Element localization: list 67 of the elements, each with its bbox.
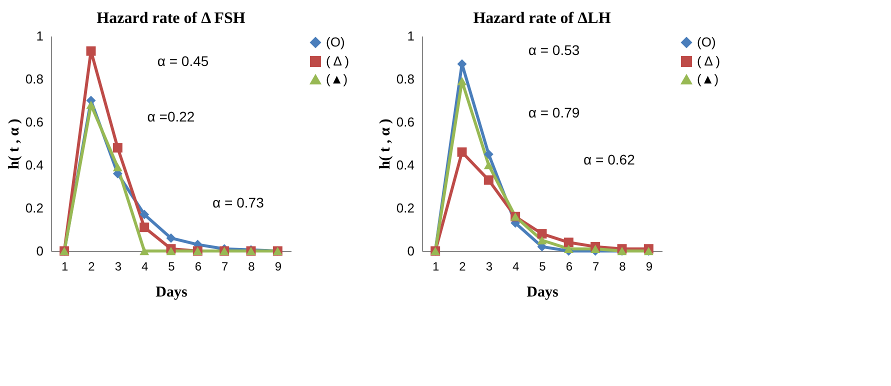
x-tick-label: 3 <box>486 260 493 274</box>
legend-label: ( Δ ) <box>697 54 720 68</box>
x-tick-label: 8 <box>248 260 256 274</box>
point <box>590 244 600 253</box>
point <box>537 236 547 244</box>
x-tick-label: 4 <box>512 260 520 274</box>
x-tick-label: 2 <box>459 260 466 274</box>
point <box>457 77 467 86</box>
x-tick-label: 9 <box>274 260 282 274</box>
x-tick-label: 4 <box>141 260 148 274</box>
point <box>86 100 96 109</box>
y-tick-label: 0.2 <box>25 200 44 216</box>
y-tick-label: 0.6 <box>25 114 44 130</box>
legend-label: (O) <box>697 34 716 50</box>
point <box>112 143 122 153</box>
y-tick-label: 0.8 <box>25 72 44 86</box>
annotation: α = 0.45 <box>157 52 209 69</box>
x-tick-label: 3 <box>114 260 122 274</box>
legend-label: ( Δ ) <box>326 54 350 68</box>
point <box>140 246 150 256</box>
x-tick-label: 7 <box>221 260 228 274</box>
y-tick-label: 1 <box>36 28 44 44</box>
point <box>112 163 122 172</box>
y-tick-label: 0.4 <box>396 158 414 172</box>
y-tick-label: 0.6 <box>396 114 414 130</box>
x-tick-label: 5 <box>539 260 546 274</box>
chart-title: Hazard rate of ΔLH <box>473 10 612 27</box>
legend-label: (O) <box>326 34 345 50</box>
y-axis-title: h( t , α ) <box>377 118 394 170</box>
annotation: α = 0.53 <box>528 42 580 58</box>
x-tick-label: 7 <box>592 260 600 274</box>
y-axis-title: h( t , α ) <box>6 118 22 170</box>
point <box>537 229 547 239</box>
point <box>484 175 494 185</box>
y-tick-label: 0.8 <box>396 72 414 86</box>
y-tick-label: 1 <box>407 28 414 44</box>
point <box>457 147 467 157</box>
x-tick-label: 6 <box>566 260 573 274</box>
x-tick-label: 9 <box>646 260 653 274</box>
point <box>140 222 150 232</box>
legend-label: (▲) <box>326 72 348 86</box>
point <box>166 246 176 256</box>
point <box>564 238 574 248</box>
y-tick-label: 0.2 <box>396 200 414 216</box>
y-tick-label: 0 <box>36 244 44 258</box>
annotation: α = 0.62 <box>584 152 636 168</box>
chart-title: Hazard rate of Δ FSH <box>96 10 246 27</box>
x-tick-label: 2 <box>88 260 96 274</box>
x-tick-label: 8 <box>619 260 626 274</box>
point <box>484 150 494 159</box>
x-axis-title: Days <box>526 284 558 300</box>
point <box>86 46 96 56</box>
legend-label: (▲) <box>697 72 719 86</box>
y-tick-label: 0 <box>407 244 414 258</box>
point <box>564 244 574 253</box>
x-tick-label: 1 <box>432 260 440 274</box>
x-tick-label: 6 <box>194 260 202 274</box>
x-tick-label: 5 <box>168 260 176 274</box>
point <box>484 160 494 170</box>
point <box>140 210 150 220</box>
x-axis-title: Days <box>156 284 188 300</box>
annotation: α = 0.79 <box>528 104 580 120</box>
point <box>166 233 176 243</box>
annotation: α = 0.73 <box>212 194 264 211</box>
x-tick-label: 1 <box>61 260 68 274</box>
annotation: α =0.22 <box>147 108 195 125</box>
y-tick-label: 0.4 <box>25 158 44 172</box>
